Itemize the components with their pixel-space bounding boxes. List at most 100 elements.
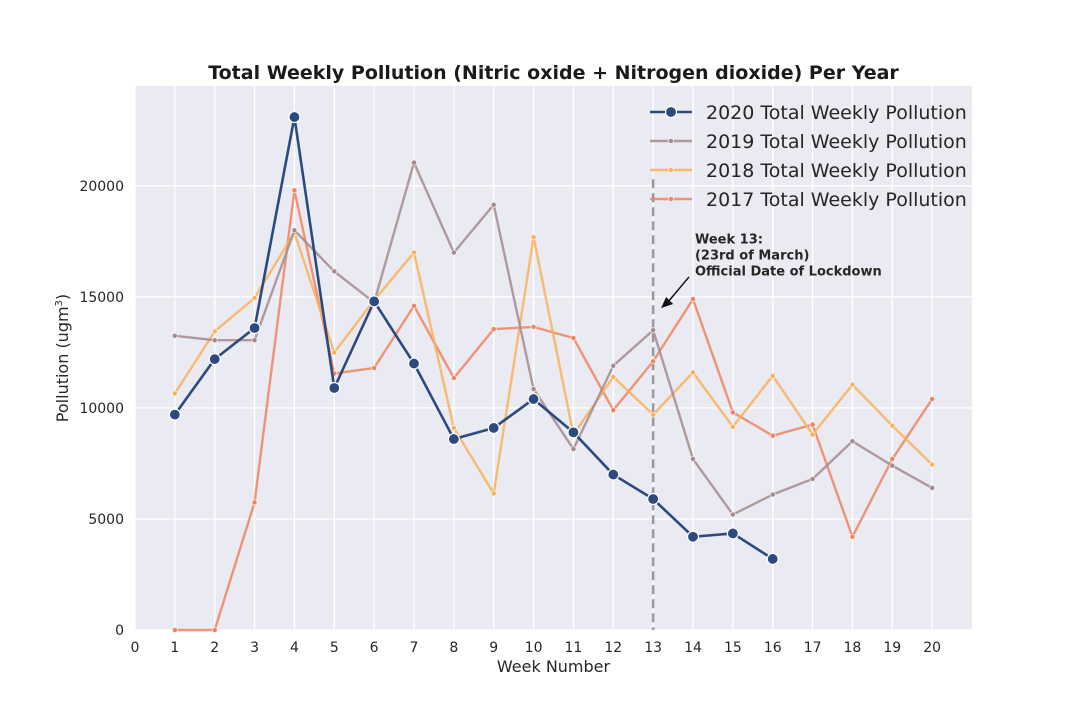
- data-point: [686, 530, 700, 543]
- data-point: [411, 159, 417, 166]
- x-tick-label: 20: [923, 640, 941, 656]
- y-tick-label: 20000: [79, 179, 124, 195]
- data-point: [610, 373, 617, 380]
- legend-label: 2019 Total Weekly Pollution: [706, 131, 967, 153]
- x-tick-label: 13: [644, 640, 662, 656]
- data-point: [487, 421, 500, 435]
- x-tick-label: 9: [489, 640, 498, 656]
- x-tick-label: 16: [764, 640, 782, 656]
- legend-marker: [668, 196, 674, 202]
- data-point: [168, 408, 181, 421]
- lockdown-annotation: Week 13:(23rd of March)Official Date of …: [661, 233, 882, 309]
- legend-marker: [668, 138, 674, 144]
- data-point: [809, 431, 816, 438]
- data-point: [450, 375, 457, 381]
- data-point: [447, 432, 460, 446]
- x-tick-label: 11: [565, 640, 583, 656]
- data-point: [769, 432, 776, 439]
- y-tick-label: 0: [115, 623, 124, 639]
- data-point: [411, 249, 417, 256]
- x-tick-label: 6: [370, 640, 379, 656]
- y-tick-label: 10000: [79, 401, 124, 417]
- data-point: [450, 249, 457, 256]
- x-tick-label: 14: [684, 640, 702, 656]
- data-point: [291, 227, 298, 234]
- x-tick-label: 17: [804, 640, 822, 656]
- x-tick-label: 3: [250, 640, 259, 656]
- data-point: [251, 499, 258, 506]
- data-point: [530, 324, 537, 330]
- data-point: [171, 390, 178, 397]
- data-point: [607, 468, 620, 481]
- x-tick-label: 18: [844, 640, 862, 656]
- data-point: [291, 187, 298, 194]
- y-tick-label: 5000: [88, 512, 124, 528]
- series-line: [173, 231, 933, 495]
- y-axis-label-close: ): [53, 294, 72, 300]
- data-point: [328, 381, 341, 395]
- data-point: [331, 268, 338, 275]
- data-point: [849, 381, 856, 388]
- data-point: [570, 446, 577, 452]
- legend: 2020 Total Weekly Pollution 2019 Total We…: [650, 102, 967, 211]
- data-point: [729, 511, 736, 518]
- data-point: [929, 484, 936, 491]
- annotation-line: Week 13:: [695, 233, 763, 248]
- x-axis-label: Week Number: [497, 657, 611, 676]
- chart-title: Total Weekly Pollution (Nitric oxide + N…: [208, 62, 899, 84]
- data-point: [690, 456, 696, 462]
- data-point: [411, 302, 417, 309]
- x-tick-label: 10: [525, 640, 543, 656]
- data-point: [929, 396, 936, 402]
- x-tick-label: 7: [410, 640, 419, 656]
- legend-label: 2018 Total Weekly Pollution: [706, 160, 967, 182]
- data-point: [729, 409, 736, 416]
- data-point: [530, 386, 537, 392]
- x-tick-label: 5: [330, 640, 339, 656]
- data-point: [208, 353, 221, 366]
- data-point: [769, 491, 776, 498]
- x-tick-label: 2: [210, 640, 219, 656]
- x-tick-label: 0: [131, 640, 140, 656]
- data-point: [490, 326, 497, 333]
- data-point: [211, 337, 218, 344]
- data-point: [809, 476, 816, 482]
- y-axis-label-main: Pollution (ugm: [53, 306, 72, 422]
- data-point: [690, 296, 696, 303]
- legend-label: 2020 Total Weekly Pollution: [706, 102, 967, 124]
- annotation-arrow-head: [661, 297, 674, 309]
- data-point: [849, 533, 856, 540]
- plot-background: [135, 86, 972, 630]
- data-point: [450, 425, 457, 431]
- y-tick-label: 15000: [79, 290, 124, 306]
- data-point: [251, 295, 258, 301]
- legend-marker: [664, 105, 678, 119]
- data-point: [610, 362, 617, 369]
- data-point: [729, 423, 736, 430]
- data-point: [889, 462, 896, 469]
- data-point: [929, 461, 936, 468]
- data-point: [331, 349, 338, 356]
- data-point: [726, 527, 739, 540]
- x-tick-label: 8: [449, 640, 458, 656]
- y-axis-label-superscript: 3: [54, 300, 65, 306]
- legend-marker: [668, 167, 674, 173]
- x-tick-label: 19: [883, 640, 901, 656]
- data-point: [650, 411, 657, 418]
- data-point: [647, 492, 660, 506]
- series-2020: [168, 110, 779, 566]
- annotation-arrow-shaft: [666, 276, 690, 304]
- data-point: [769, 372, 776, 379]
- data-point: [690, 369, 696, 376]
- grid: [134, 86, 972, 631]
- data-point: [490, 490, 497, 497]
- data-point: [251, 337, 258, 344]
- legend-label: 2017 Total Weekly Pollution: [706, 189, 967, 211]
- x-tick-label: 1: [170, 640, 179, 656]
- data-point: [766, 552, 779, 566]
- data-point: [288, 110, 301, 124]
- annotation-line: Official Date of Lockdown: [695, 265, 882, 280]
- data-point: [171, 627, 178, 633]
- data-point: [650, 358, 657, 365]
